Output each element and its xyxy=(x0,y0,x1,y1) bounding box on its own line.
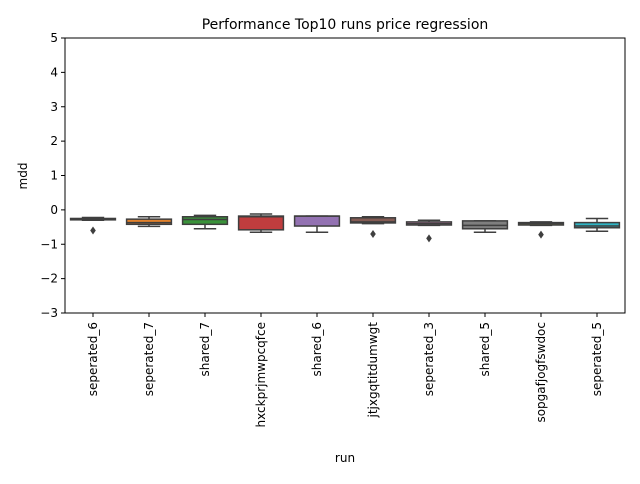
x-tick-label: jtjxgqtitdumwgt xyxy=(366,322,380,419)
x-axis-label: run xyxy=(335,451,355,465)
plot-area: −3 −2 −1 0 1 2 3 4 5 seperated_6 seperated_7 shared… xyxy=(40,31,621,427)
box-iqr xyxy=(293,215,341,227)
chart-title: Performance Top10 runs price regression xyxy=(202,17,489,33)
box-jtjxgqtitdumwgt xyxy=(349,216,397,238)
y-tick-label: 3 xyxy=(50,100,58,114)
plot-frame xyxy=(64,37,626,314)
box-iqr xyxy=(349,217,397,224)
box-shared_5 xyxy=(461,220,509,233)
y-axis-label: mdd xyxy=(16,163,30,190)
x-tick-label: seperated_3 xyxy=(422,322,436,396)
box-shared_7 xyxy=(181,214,229,230)
y-tick-label: 4 xyxy=(50,65,58,79)
box-seperated_6 xyxy=(69,216,117,235)
y-tick-label: 0 xyxy=(50,203,58,217)
y-tick-label: −3 xyxy=(40,306,58,320)
x-tick-label: seperated_7 xyxy=(142,322,156,396)
y-tick-label: 2 xyxy=(50,134,58,148)
y-tick-label: −1 xyxy=(40,237,58,251)
box-sopgafjogfswdoc xyxy=(517,221,565,239)
outlier-point xyxy=(426,234,432,243)
box-seperated_7 xyxy=(125,216,173,228)
box-seperated_5 xyxy=(573,217,621,232)
outlier-point xyxy=(90,226,96,235)
x-tick-label: seperated_5 xyxy=(590,322,604,396)
box-shared_6 xyxy=(293,215,341,233)
x-tick-label: shared_5 xyxy=(478,322,492,377)
x-tick-label: shared_6 xyxy=(310,322,324,377)
x-tick-label: sopgafjogfswdoc xyxy=(534,322,548,423)
y-tick-label: −2 xyxy=(40,272,58,286)
y-tick-label: 5 xyxy=(50,31,58,45)
box-iqr xyxy=(573,221,621,229)
box-seperated_3 xyxy=(405,219,453,243)
x-tick-label: shared_7 xyxy=(198,322,212,377)
box-iqr xyxy=(125,218,173,226)
outlier-point xyxy=(370,229,376,238)
box-iqr xyxy=(181,216,229,226)
x-tick-label: seperated_6 xyxy=(86,322,100,396)
box-iqr xyxy=(237,215,285,231)
outlier-point xyxy=(538,230,544,239)
y-tick-label: 1 xyxy=(50,169,58,183)
x-tick-label: hxckprjmwpcqfce xyxy=(254,322,268,427)
box-hxckprjmwpcqfce xyxy=(237,213,285,233)
